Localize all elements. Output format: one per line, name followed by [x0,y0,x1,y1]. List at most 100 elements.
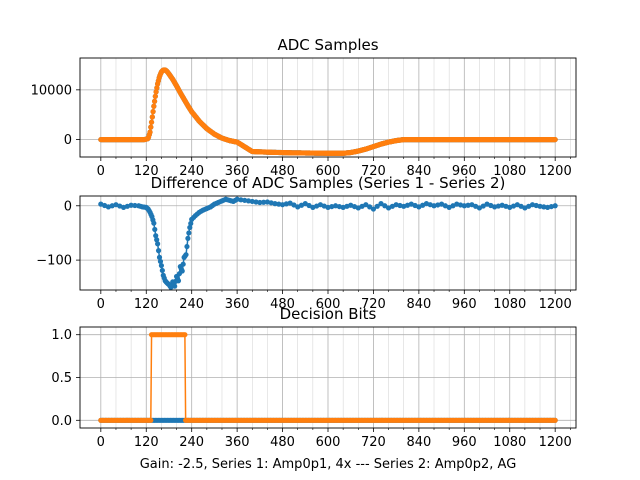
difference-y-tick-label: −100 [36,254,72,269]
difference-series-1-point [152,226,158,233]
difference-x-tick-label: 960 [452,297,477,312]
difference-series-1-point [351,203,358,210]
difference-x-tick-label: 0 [97,297,105,312]
difference-x-tick-label: 1080 [493,297,526,312]
adc-samples-y-axis: 0 10000 [31,83,80,148]
decision-bits-x-tick-label: 960 [452,435,477,450]
difference-series-1-point [176,271,182,277]
difference-series-1-point [148,211,154,218]
difference-series-1-point [283,201,289,207]
difference-series-1-point [397,202,403,209]
difference-series-1-point [132,202,138,209]
decision-bits-y-tick-label: 0.5 [51,371,72,386]
difference-series-1-point [190,214,197,221]
difference-series-1-point [359,203,365,209]
difference-series-1-point [541,204,547,210]
difference-panel: 0 120 240 360 480 600 720 840 960 1080 1200 0 −100 Di… [36,174,577,312]
adc-samples-series-2-point [152,93,158,99]
difference-series-1-point [117,203,123,209]
difference-title: Difference of ADC Samples (Series 1 - Se… [151,174,506,192]
adc-samples-x-tick-label: 600 [316,164,341,179]
decision-bits-x-tick-label: 0 [97,435,105,450]
decision-bits-x-tick-label: 240 [179,435,204,450]
difference-series-1-point [291,202,297,208]
difference-x-tick-label: 720 [361,297,386,312]
difference-x-tick-label: 480 [270,297,295,312]
difference-series-1-point [155,241,161,247]
adc-samples-x-tick-label: 1200 [539,164,572,179]
figure-xlabel: Gain: -2.5, Series 1: Amp0p1, 4x --- Ser… [140,457,517,472]
difference-series-1-point [435,202,441,208]
difference-series-1-point [206,205,212,211]
difference-x-tick-label: 360 [225,297,250,312]
difference-series-1-point [412,202,418,209]
difference-series-1-point [378,201,384,207]
difference-series-1-point [465,202,471,208]
adc-samples-x-tick-label: 960 [452,164,477,179]
adc-samples-x-tick-label: 360 [225,164,250,179]
adc-samples-panel: 0 120 240 360 480 600 720 840 960 1080 1200 0 10000 A… [31,36,577,179]
difference-series-1-point [186,230,192,236]
difference-series-1-point [420,202,426,208]
difference-x-tick-label: 240 [179,297,204,312]
difference-series-1-point [156,254,163,260]
difference-series-1-point [503,203,509,209]
difference-series-1-point [321,203,327,209]
difference-series-1-point [209,202,216,209]
decision-bits-series-2 [98,332,558,423]
difference-series-1-point [370,206,377,212]
difference-series-1-point [344,203,350,209]
adc-samples-data [98,67,558,156]
adc-samples-x-tick-label: 480 [270,164,295,179]
decision-bits-panel: 0 120 240 360 480 600 720 840 960 1080 1200 0.0 0.5 1… [51,305,577,450]
difference-series-1-point [306,202,312,209]
decision-bits-x-tick-label: 1080 [493,435,526,450]
adc-samples-y-tick-label: 0 [64,133,72,148]
decision-bits-x-axis: 0 120 240 360 480 600 720 840 960 1080 1200 [97,428,572,450]
adc-samples-x-tick-label: 0 [97,164,105,179]
adc-samples-x-tick-label: 1080 [493,164,526,179]
difference-series-1 [98,196,558,290]
adc-samples-x-axis: 0 120 240 360 480 600 720 840 960 1080 1200 [97,157,572,179]
decision-bits-x-tick-label: 360 [225,435,250,450]
adc-samples-series-2-point [148,119,155,125]
difference-series-1-point [457,202,464,208]
difference-series-1-point [158,262,165,269]
difference-series-1-point [314,203,320,209]
decision-bits-x-tick-label: 480 [270,435,295,450]
difference-series-1-point [510,203,517,209]
difference-series-1-point [488,202,494,209]
difference-series-1-point [268,200,274,206]
difference-series-1-point [154,237,160,243]
difference-series-1-point [194,211,200,217]
difference-x-tick-label: 600 [316,297,341,312]
adc-samples-series-2-point [153,89,159,95]
difference-series-1-point [336,203,342,210]
difference-series-1-point [159,267,165,274]
adc-samples-x-tick-label: 120 [134,164,159,179]
difference-series-1-point [187,224,193,231]
difference-series-1-point [329,203,335,210]
difference-series-1-point [153,233,159,239]
difference-series-1-point [518,203,524,209]
decision-bits-title: Decision Bits [280,305,377,323]
adc-samples-series-2-point [149,114,155,120]
difference-series-1-point [404,202,411,208]
difference-x-axis: 0 120 240 360 480 600 720 840 960 1080 1200 [97,290,572,312]
difference-series-1-point [188,220,194,227]
decision-bits-y-tick-label: 0.0 [51,414,72,429]
adc-samples-x-tick-label: 720 [361,164,386,179]
difference-series-1-point [374,203,380,209]
difference-series-1-point [450,203,456,209]
difference-series-1-point [442,203,448,209]
difference-series-1-point [109,203,115,209]
difference-series-1-point [526,203,532,209]
adc-samples-series-2-point [154,85,160,91]
difference-y-axis: 0 −100 [36,199,80,269]
adc-samples-series-2-point [151,103,157,109]
decision-bits-x-tick-label: 600 [316,435,341,450]
difference-series-1-point [548,203,554,210]
decision-bits-x-tick-label: 840 [406,435,431,450]
difference-series-1-point [180,261,186,267]
